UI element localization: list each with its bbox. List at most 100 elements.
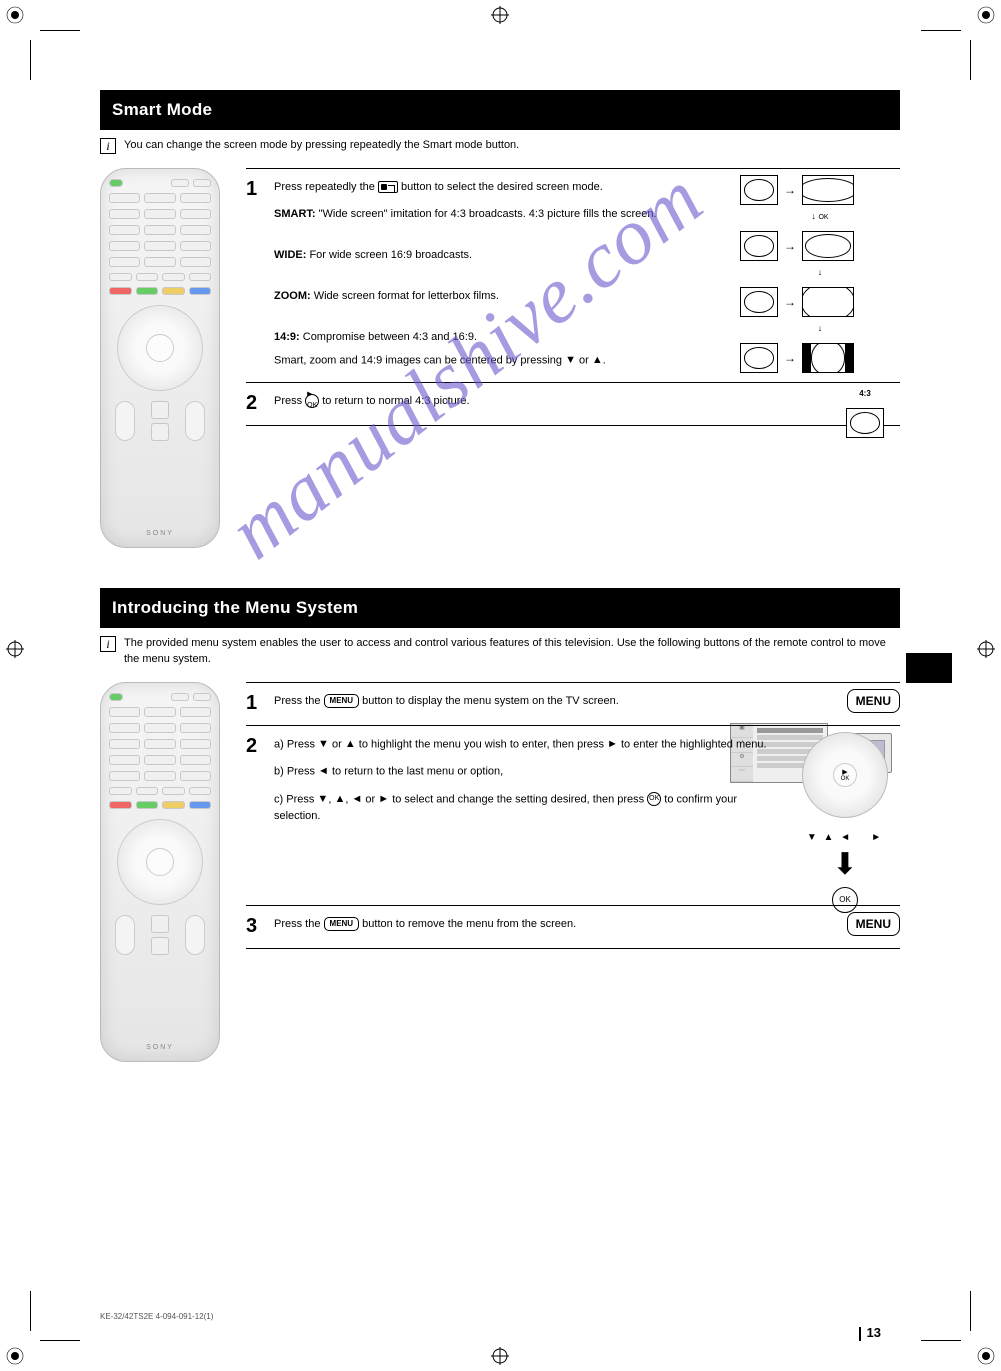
remote-control-illustration: SONY: [100, 168, 220, 548]
menu-key-illustration: MENU: [847, 689, 900, 713]
side-black-tab: [906, 653, 952, 683]
crop-line: [40, 30, 80, 31]
arrow-left-icon: ◄: [318, 765, 329, 777]
remote-control-illustration: SONY: [100, 682, 220, 1062]
mode-desc: For wide screen 16:9 broadcasts.: [309, 249, 472, 261]
crop-line: [30, 40, 31, 80]
step-text: to enter the highlighted menu.: [621, 738, 767, 750]
mode-label: 4:3: [859, 389, 871, 398]
step-2: 2 a) Press ▼ or ▲ to highlight the menu …: [246, 725, 900, 905]
step-3: 3 Press the MENU button to remove the me…: [246, 905, 900, 949]
brand-label: SONY: [109, 530, 211, 537]
brand-label: SONY: [109, 1044, 211, 1051]
info-text: The provided menu system enables the use…: [124, 636, 900, 668]
arrow-right-icon: →: [784, 183, 796, 197]
info-note: i The provided menu system enables the u…: [100, 636, 900, 668]
crop-mark-icon: [977, 1347, 995, 1365]
info-text: You can change the screen mode by pressi…: [124, 138, 900, 154]
menu-button-icon: MENU: [324, 694, 360, 708]
step-number: 1: [246, 693, 266, 713]
arrow-right-icon: ►: [378, 793, 389, 805]
step-text: Press the: [274, 918, 324, 930]
crop-mark-icon: [491, 6, 509, 24]
arrow-right-icon: →: [784, 239, 796, 253]
crop-line: [970, 40, 971, 80]
step-text: Smart, zoom and 14:9 images can be cente…: [274, 355, 565, 367]
tv-smart-icon: [802, 175, 854, 205]
arrow-down-icon: ▼: [565, 354, 576, 366]
info-note: i You can change the screen mode by pres…: [100, 138, 900, 154]
step-text: Press the: [274, 695, 324, 707]
arrow-up-icon: ▲: [345, 738, 356, 750]
dpad-illustration: ▶OK: [802, 732, 888, 818]
step-text: button to remove the menu from the scree…: [362, 918, 576, 930]
tv-wide-icon: [802, 231, 854, 261]
menu-button-icon: MENU: [324, 917, 360, 931]
step-number: 2: [246, 736, 266, 893]
crop-mark-icon: [6, 6, 24, 24]
step-text: button to display the menu system on the…: [362, 695, 619, 707]
step-number: 1: [246, 179, 266, 370]
page-content: Smart Mode i You can change the screen m…: [100, 90, 900, 1062]
mode-label: SMART:: [274, 208, 316, 220]
crop-line: [921, 30, 961, 31]
crop-line: [970, 1291, 971, 1331]
menu-key-illustration: MENU: [847, 912, 900, 936]
mode-desc: "Wide screen" imitation for 4:3 broadcas…: [319, 208, 657, 220]
arrow-up-icon: ▲: [334, 793, 345, 805]
arrow-right-icon: →: [784, 351, 796, 365]
step-2: 2 Press ▶OK to return to normal 4:3 pict…: [246, 382, 900, 426]
step-text: to highlight the menu you wish to enter,…: [359, 738, 607, 750]
arrow-down-icon: ▼: [317, 793, 328, 805]
down-arrow-icon: ⬇: [832, 853, 857, 877]
step-1: 1 Press repeatedly the button to select …: [246, 168, 900, 382]
step-number: 3: [246, 916, 266, 936]
mode-label: 14:9:: [274, 331, 300, 343]
crop-mark-icon: [491, 1347, 509, 1365]
step-text: to return to the last menu or option,: [332, 766, 503, 778]
crop-line: [921, 1340, 961, 1341]
arrow-down-icon: ▼: [318, 738, 329, 750]
arrow-right-icon: ►: [607, 738, 618, 750]
ok-button-icon: ▶OK: [305, 394, 319, 408]
arrow-up-icon: ▲: [592, 354, 603, 366]
info-icon: i: [100, 636, 116, 652]
crop-mark-icon: [977, 640, 995, 658]
section-title-menu-system: Introducing the Menu System: [100, 588, 900, 628]
mode-desc: Compromise between 4:3 and 16:9.: [303, 331, 477, 343]
tv-zoom-icon: [802, 287, 854, 317]
footer-filename: KE-32/42TS2E 4-094-091-12(1): [100, 1312, 213, 1321]
tv-4-3-icon: [740, 287, 778, 317]
mode-label: WIDE:: [274, 249, 306, 261]
step-text: Press: [286, 793, 317, 805]
arrow-legend: ▼ ▲ ◄ ►: [807, 832, 883, 843]
tv-1411-icon: [802, 343, 854, 373]
step-text: or: [332, 738, 345, 750]
tv-4-3-icon: [740, 175, 778, 205]
step-1: 1 Press the MENU button to display the m…: [246, 682, 900, 725]
step-text: button to select the desired screen mode…: [401, 181, 603, 193]
tv-4-3-icon: [846, 408, 884, 438]
tv-4-3-icon: [740, 231, 778, 261]
page-number: 13: [859, 1325, 881, 1341]
mode-desc: Wide screen format for letterbox films.: [314, 290, 499, 302]
crop-line: [30, 1291, 31, 1331]
section-title-smart-mode: Smart Mode: [100, 90, 900, 130]
smart-mode-button-icon: [378, 181, 398, 193]
screen-mode-diagrams: → ↓ OK → ↓ → ↓: [740, 175, 900, 373]
info-icon: i: [100, 138, 116, 154]
step-text: to return to normal 4:3 picture.: [322, 395, 469, 407]
step-text: Press: [274, 395, 305, 407]
step-text: or: [579, 355, 592, 367]
crop-mark-icon: [977, 6, 995, 24]
step-number: 2: [246, 393, 266, 413]
ok-button-icon: OK: [647, 792, 661, 806]
step-text: to select and change the setting desired…: [392, 793, 647, 805]
step-text: Press repeatedly the: [274, 181, 378, 193]
crop-line: [40, 1340, 80, 1341]
step-text: Press: [287, 738, 318, 750]
mode-label: ZOOM:: [274, 290, 311, 302]
tv-4-3-icon: [740, 343, 778, 373]
step-text: Press: [287, 766, 318, 778]
arrow-left-icon: ◄: [351, 793, 362, 805]
